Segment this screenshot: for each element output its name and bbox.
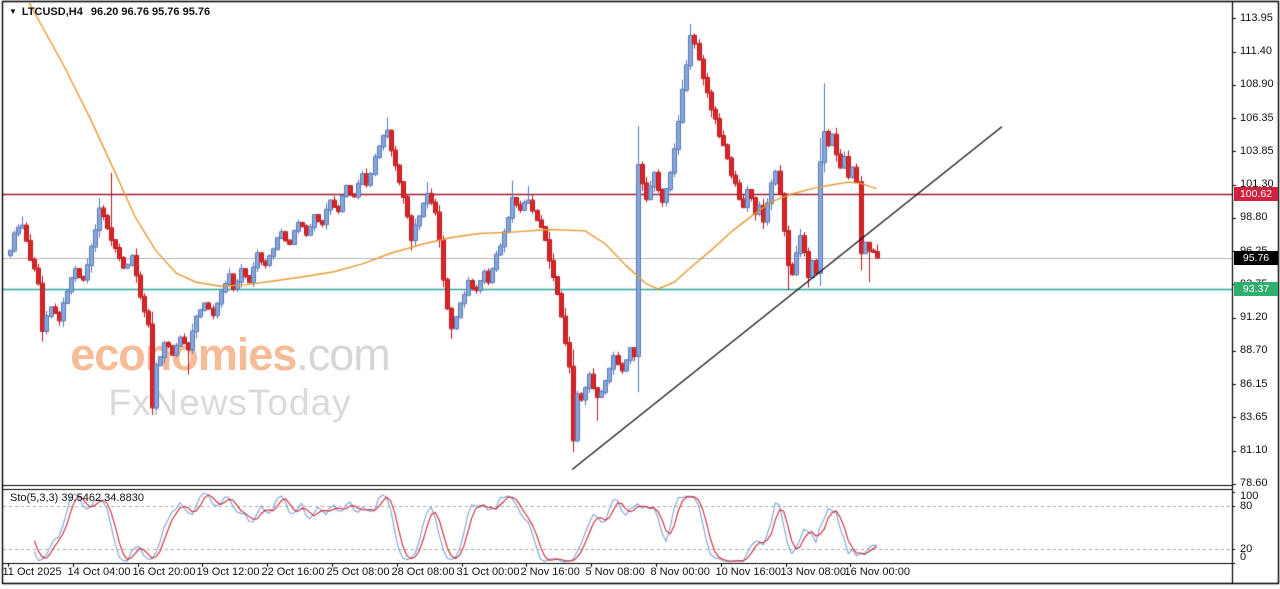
price-tick-label: 88.70: [1240, 344, 1268, 357]
indicator-tick-label: 100: [1240, 490, 1259, 502]
time-tick-label: 16 Nov 00:00: [844, 566, 910, 578]
price-tick-label: 98.80: [1240, 211, 1268, 224]
price-tick-label: 81.10: [1240, 444, 1268, 457]
price-tick-label: 111.40: [1240, 45, 1273, 58]
current-price-badge: 95.76: [1234, 250, 1278, 265]
time-tick-label: 2 Nov 16:00: [520, 566, 580, 578]
time-tick-label: 25 Oct 08:00: [326, 566, 390, 578]
price-tick-label: 106.35: [1240, 111, 1274, 124]
price-tick-label: 86.15: [1240, 377, 1268, 390]
time-tick-label: 8 Nov 00:00: [650, 566, 710, 578]
time-tick-label: 22 Oct 16:00: [261, 566, 325, 578]
indicator-tick-label: 20: [1240, 542, 1253, 555]
price-tick-label: 108.90: [1240, 78, 1274, 91]
time-tick-label: 13 Nov 08:00: [780, 566, 846, 578]
symbol-name: LTCUSD,H4: [21, 6, 83, 18]
price-tick-label: 113.95: [1240, 11, 1273, 24]
time-tick-label: 10 Nov 16:00: [715, 566, 781, 578]
time-tick-label: 5 Nov 08:00: [585, 566, 645, 578]
price-tick-label: 83.65: [1240, 410, 1268, 423]
indicator-tick-label: 0: [1240, 551, 1247, 563]
indicator-tick-label: 80: [1240, 499, 1253, 512]
symbol-dropdown-icon[interactable]: ▼: [9, 7, 17, 16]
time-tick-label: 11 Oct 2025: [2, 566, 62, 578]
price-tick-label: 91.20: [1240, 311, 1268, 324]
price-tick-label: 78.60: [1240, 477, 1268, 490]
support-price-badge: 93.37: [1234, 282, 1278, 297]
time-tick-label: 28 Oct 08:00: [391, 566, 455, 578]
time-tick-label: 19 Oct 12:00: [196, 566, 260, 578]
time-tick-label: 31 Oct 00:00: [456, 566, 520, 578]
time-tick-label: 16 Oct 20:00: [132, 566, 196, 578]
indicator-label: Sto(5,3,3) 39.5462 34.8830: [10, 492, 144, 504]
resistance-price-badge: 100.62: [1234, 186, 1278, 201]
price-tick-label: 103.85: [1240, 144, 1274, 157]
time-tick-label: 14 Oct 04:00: [67, 566, 131, 578]
symbol-ohlc-values: 96.20 96.76 95.76 95.76: [90, 6, 211, 18]
symbol-title: ▼ LTCUSD,H4 96.20 96.76 95.76 95.76: [9, 6, 210, 18]
